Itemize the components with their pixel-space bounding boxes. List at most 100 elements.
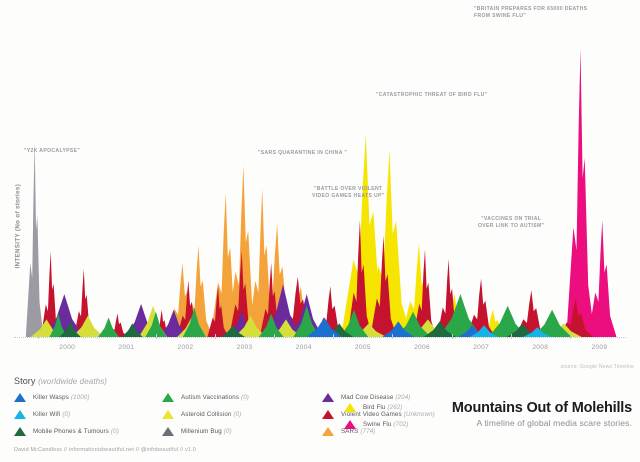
legend-item-label: Mobile Phones & Tumours (0) — [33, 428, 119, 435]
legend-deaths-count: (262) — [387, 404, 403, 411]
triangle-icon — [344, 403, 356, 412]
x-axis-tick — [451, 334, 453, 339]
triangle-icon — [14, 410, 26, 419]
footer-credit: David McCandless // informationisbeautif… — [14, 447, 196, 453]
legend-deaths-count: (0) — [233, 411, 242, 418]
triangle-icon — [162, 410, 174, 419]
x-axis-year-2007: 2007 — [473, 344, 490, 351]
title-block: Mountains Out of Molehills A timeline of… — [452, 400, 632, 428]
legend-item[interactable]: Violent Video Games (Unknown) — [322, 410, 492, 419]
x-axis-tick — [37, 334, 39, 339]
legend-item-label: Mad Cow Disease (204) — [341, 394, 411, 401]
triangle-icon — [344, 420, 356, 429]
x-axis-tick — [215, 334, 217, 339]
triangle-icon — [322, 393, 334, 402]
legend-deaths-count: (0) — [110, 428, 119, 435]
triangle-icon — [162, 393, 174, 402]
x-axis-tick — [392, 334, 394, 339]
legend-item-label: Violent Video Games (Unknown) — [341, 411, 435, 418]
x-axis-year-2008: 2008 — [532, 344, 549, 351]
source-credit: source: Google News Timeline — [560, 364, 634, 370]
chart-area: INTENSITY (No of stories) 2000 2001 2002 20… — [14, 6, 634, 370]
chart-annotation-5: "VACCINES ON TRIAL OVER LINK TO AUTISM" — [478, 216, 545, 230]
triangle-icon — [162, 427, 174, 436]
x-axis-tick — [569, 334, 571, 339]
legend-title-text: Story — [14, 376, 36, 386]
x-axis: 2000 2001 2002 2003 2004 2005 2006 2007 2008 2009 — [14, 334, 626, 351]
legend-item-label: Swine Flu (702) — [363, 421, 409, 428]
triangle-icon — [14, 427, 26, 436]
triangle-icon — [322, 410, 334, 419]
series-killer-wasps — [305, 317, 488, 337]
legend-deaths-count: (Unknown) — [403, 411, 435, 418]
x-axis-year-2005: 2005 — [354, 344, 371, 351]
chart-annotation-6: "BRITAIN PREPARES FOR 65000 DEATHS FROM … — [474, 6, 588, 20]
legend-item[interactable]: Mad Cow Disease (204) — [322, 393, 492, 402]
x-axis-tick — [510, 334, 512, 339]
legend-deaths-count: (702) — [393, 421, 409, 428]
x-axis-year-2009: 2009 — [591, 344, 608, 351]
chart-annotation-2: "SARS QUARANTINE IN CHINA " — [258, 150, 348, 156]
legend-deaths-count: (774) — [360, 428, 376, 435]
legend-label-text: Asteroid Collision — [181, 411, 234, 418]
page-title: Mountains Out of Molehills — [451, 400, 632, 416]
legend-item[interactable]: Killer Wasps (1000) — [14, 393, 162, 402]
x-axis-tick — [274, 334, 276, 339]
legend-label-text: Bird Flu — [363, 404, 388, 411]
legend-deaths-count: (1000) — [70, 394, 90, 401]
legend-item[interactable]: Swine Flu (702) — [344, 420, 409, 429]
legend: Story (worldwide deaths) Killer Wasps (1… — [14, 376, 484, 436]
legend-label-text: Killer Wasps — [33, 394, 71, 401]
x-axis-year-2003: 2003 — [236, 344, 253, 351]
legend-label-text: Killer Wifi — [33, 411, 63, 418]
chart-annotation-4: "CATASTROPHIC THREAT OF BIRD FLU" — [376, 92, 488, 98]
chart-annotation-3: "BATTLE OVER VIOLENT VIDEO GAMES HEATS U… — [312, 186, 385, 200]
legend-deaths-count: (204) — [395, 394, 411, 401]
legend-label-text: Autism Vaccinations — [181, 394, 241, 401]
legend-item[interactable]: Bird Flu (262) — [344, 403, 409, 412]
legend-label-text: Mad Cow Disease — [341, 394, 396, 401]
mountain-range-chart — [25, 48, 618, 338]
legend-item-label: Asteroid Collision (0) — [181, 411, 241, 418]
legend-item[interactable]: Mobile Phones & Tumours (0) — [14, 427, 162, 436]
legend-item[interactable]: Millenium Bug (0) — [162, 427, 322, 436]
legend-item-label: SARS (774) — [341, 428, 376, 435]
legend-label-text: Violent Video Games — [341, 411, 404, 418]
triangle-icon — [322, 427, 334, 436]
series-swine-flu — [565, 48, 618, 338]
page-subtitle: A timeline of global media scare stories… — [476, 418, 632, 428]
legend-item[interactable]: Asteroid Collision (0) — [162, 410, 322, 419]
legend-item[interactable]: Autism Vaccinations (0) — [162, 393, 322, 402]
legend-label-text: Millenium Bug — [181, 428, 224, 435]
legend-item-label: Killer Wifi (0) — [33, 411, 70, 418]
series-asteroid-collision — [29, 305, 583, 337]
legend-item[interactable]: Killer Wifi (0) — [14, 410, 162, 419]
legend-deaths-count: (0) — [240, 394, 249, 401]
x-axis-year-2001: 2001 — [118, 344, 135, 351]
legend-label-text: Mobile Phones & Tumours — [33, 428, 111, 435]
y-axis-label: INTENSITY (No of stories) — [14, 183, 22, 269]
legend-item-label: Autism Vaccinations (0) — [181, 394, 249, 401]
x-axis-year-2006: 2006 — [414, 344, 430, 351]
x-axis-year-2002: 2002 — [177, 344, 194, 351]
legend-item-label: Bird Flu (262) — [363, 404, 403, 411]
legend-label-text: SARS — [341, 428, 361, 435]
chart-annotation-1: "Y2K APOCALYPSE" — [24, 148, 81, 154]
series-killer-wifi — [468, 325, 553, 337]
legend-title-sub: (worldwide deaths) — [38, 377, 108, 386]
x-axis-tick — [155, 334, 157, 339]
series-millenium-bug — [25, 142, 45, 337]
series-mobile-phones-tumours — [58, 321, 540, 337]
legend-deaths-count: (0) — [223, 428, 232, 435]
legend-title: Story (worldwide deaths) — [14, 376, 484, 386]
legend-items: Killer Wasps (1000) Autism Vaccinations (… — [14, 393, 484, 436]
x-axis-year-2004: 2004 — [295, 344, 312, 351]
legend-item-label: Millenium Bug (0) — [181, 428, 232, 435]
series-violent-video-games — [40, 220, 595, 337]
x-axis-year-2000: 2000 — [59, 344, 76, 351]
triangle-icon — [14, 393, 26, 402]
legend-item-label: Killer Wasps (1000) — [33, 394, 90, 401]
legend-item[interactable]: SARS (774) — [322, 427, 492, 436]
x-axis-tick — [96, 334, 98, 339]
